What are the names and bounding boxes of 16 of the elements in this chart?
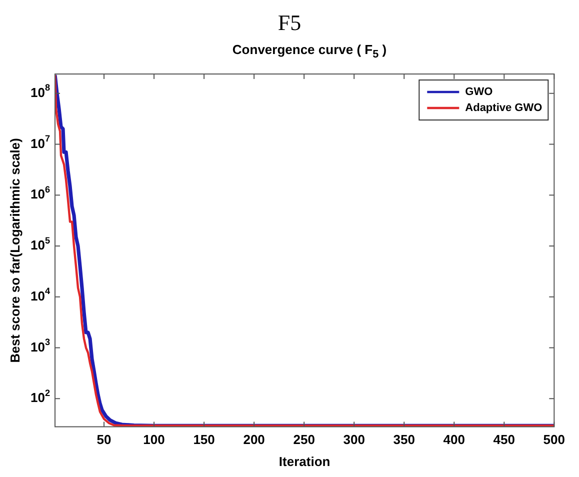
x-tick-label: 100: [143, 432, 165, 448]
x-axis-title: Iteration: [278, 454, 330, 469]
chart-subtitle: Convergence curve ( F$_{5}$ ): [231, 41, 388, 62]
y-axis-title: Best score so far(Logarithmic scale): [7, 138, 22, 363]
x-tick-label: 400: [443, 432, 465, 448]
chart-title: F5: [276, 9, 302, 37]
x-tick-label: 500: [543, 432, 566, 448]
x-tick-label: 350: [393, 432, 415, 448]
legend-label: GWO: [465, 86, 494, 98]
x-tick-label: 50: [96, 432, 112, 448]
x-tick-label: 250: [293, 432, 315, 448]
x-tick-label: 300: [343, 432, 365, 448]
x-tick-label: 150: [193, 432, 215, 448]
x-tick-label: 200: [243, 432, 265, 448]
x-tick-label: 450: [493, 432, 515, 448]
legend-label: Adaptive GWO: [465, 102, 543, 114]
